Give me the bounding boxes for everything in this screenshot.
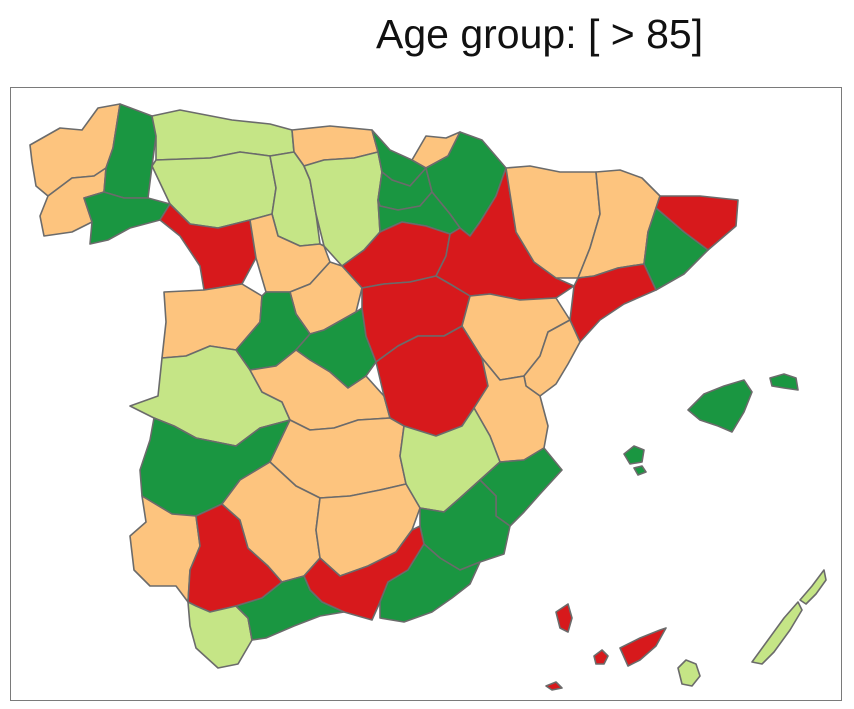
province-tenerife <box>619 627 667 667</box>
province-menorca <box>769 373 799 391</box>
province-la-palma <box>555 603 573 633</box>
province-formentera <box>633 465 647 476</box>
province-valladolid <box>249 213 331 293</box>
province-mallorca <box>687 379 753 433</box>
province-el-hierro <box>545 681 563 691</box>
province-asturias <box>151 109 295 161</box>
province-malaga <box>235 575 345 641</box>
province-fuerteventura <box>751 601 803 665</box>
province-lanzarote <box>799 569 827 605</box>
province-almeria <box>379 543 481 623</box>
province-huelva <box>129 495 201 603</box>
map-frame <box>10 87 842 701</box>
province-castellon <box>523 319 581 397</box>
province-ibiza <box>623 445 645 465</box>
province-barcelona <box>643 207 709 291</box>
map-title: Age group: [ > 85] <box>376 11 704 57</box>
province-gran-canaria <box>677 659 701 687</box>
province-la-gomera <box>593 649 609 665</box>
province-ourense <box>83 191 171 245</box>
province-zaragoza <box>435 167 575 301</box>
